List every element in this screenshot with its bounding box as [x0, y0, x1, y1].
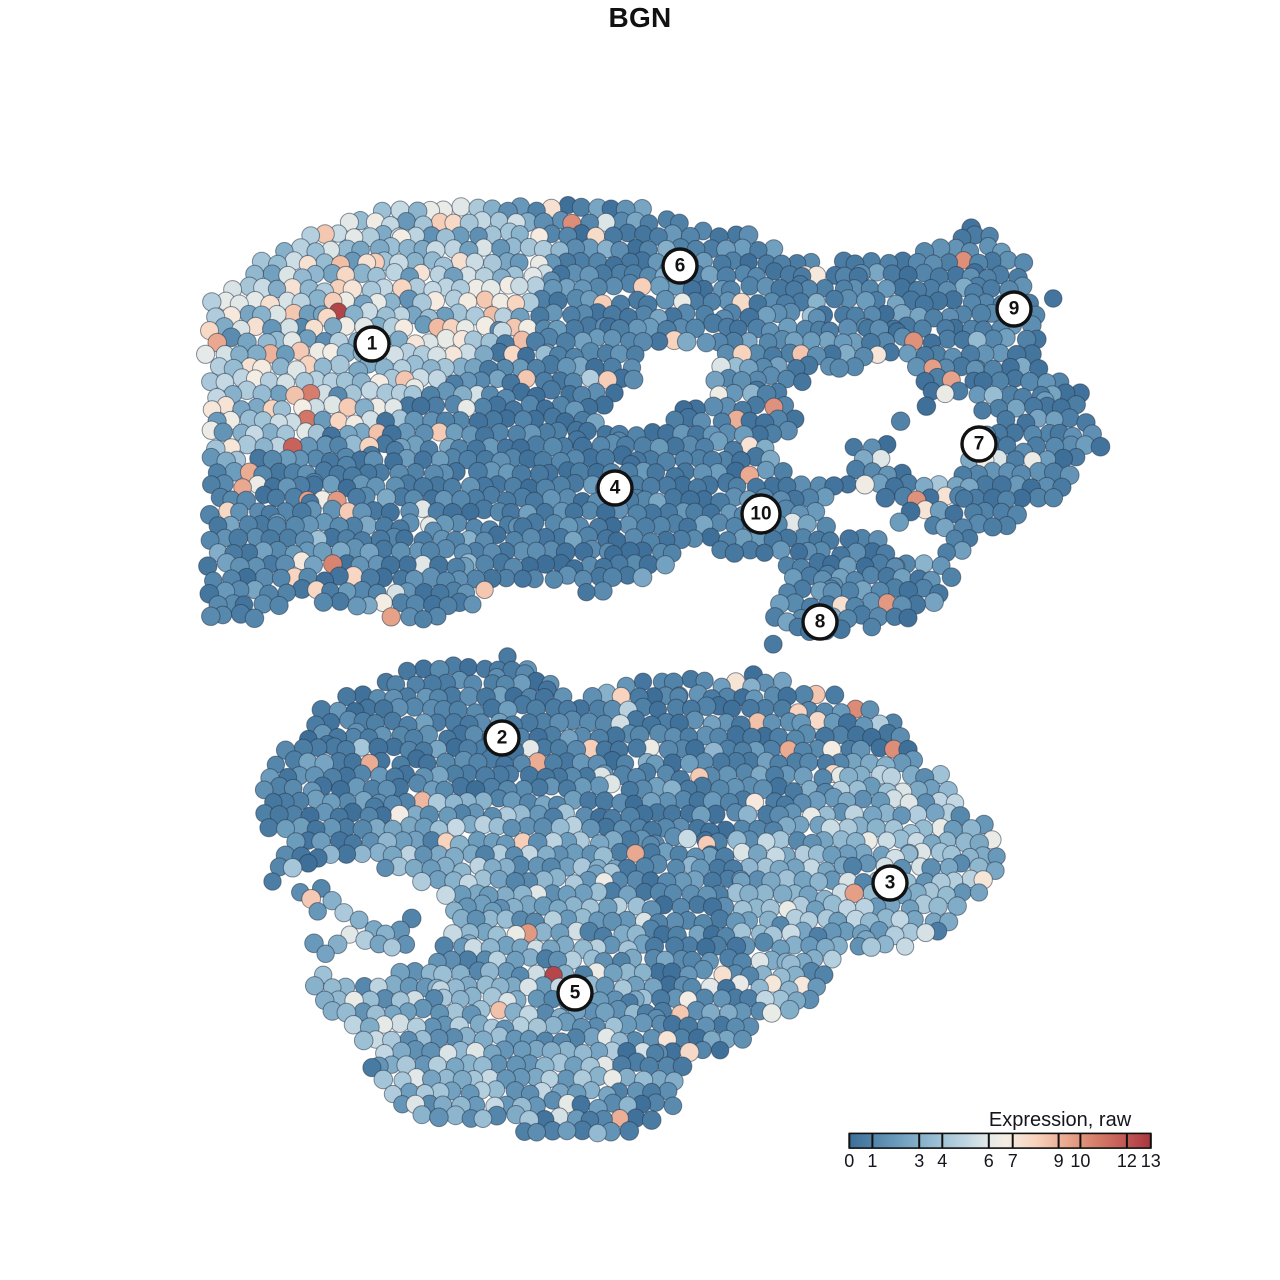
svg-text:7: 7 — [974, 434, 985, 455]
svg-text:0: 0 — [844, 1151, 854, 1171]
svg-text:6: 6 — [984, 1151, 994, 1171]
svg-text:3: 3 — [885, 873, 896, 894]
svg-text:8: 8 — [815, 612, 826, 633]
svg-text:13: 13 — [1141, 1151, 1161, 1171]
svg-text:4: 4 — [937, 1151, 947, 1171]
svg-text:2: 2 — [497, 728, 508, 749]
svg-text:9: 9 — [1009, 299, 1020, 320]
svg-text:9: 9 — [1054, 1151, 1064, 1171]
svg-text:1: 1 — [867, 1151, 877, 1171]
svg-text:10: 10 — [750, 504, 771, 525]
svg-text:1: 1 — [367, 334, 378, 355]
svg-text:5: 5 — [570, 983, 581, 1004]
svg-text:12: 12 — [1117, 1151, 1137, 1171]
svg-text:7: 7 — [1008, 1151, 1018, 1171]
svg-text:4: 4 — [610, 478, 621, 499]
svg-text:6: 6 — [675, 256, 686, 277]
svg-text:3: 3 — [914, 1151, 924, 1171]
svg-text:10: 10 — [1070, 1151, 1090, 1171]
svg-text:Expression, raw: Expression, raw — [989, 1109, 1132, 1131]
